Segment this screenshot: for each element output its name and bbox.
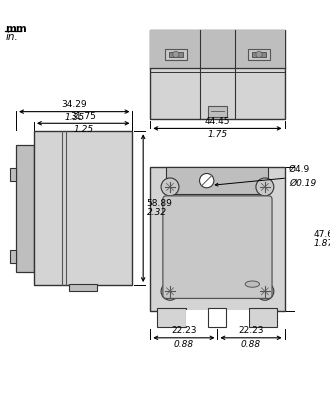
Circle shape (200, 174, 214, 188)
Bar (10, 250, 16, 263)
Circle shape (173, 51, 179, 58)
Bar (208, 106, 227, 117)
Text: Ø4.9: Ø4.9 (289, 164, 310, 174)
Text: 31.75: 31.75 (70, 112, 96, 120)
Bar (165, 49, 186, 60)
Bar (169, 52, 183, 57)
Text: 47.6: 47.6 (313, 230, 330, 239)
Text: Ø0.19: Ø0.19 (289, 179, 316, 188)
Ellipse shape (245, 281, 259, 287)
Text: 34.29: 34.29 (61, 100, 87, 109)
Bar (150, 167, 284, 311)
Circle shape (161, 282, 179, 300)
Text: in.: in. (5, 32, 18, 42)
FancyBboxPatch shape (163, 196, 272, 298)
Text: 22.23: 22.23 (238, 326, 264, 335)
Text: 0.88: 0.88 (174, 340, 194, 348)
Circle shape (161, 178, 179, 196)
Bar (10, 168, 16, 180)
Bar (69, 284, 97, 291)
Bar (209, 308, 226, 327)
Bar (150, 30, 284, 68)
Bar (16, 145, 34, 272)
Text: 1.87: 1.87 (313, 239, 330, 248)
Bar (249, 308, 278, 327)
Text: 1.35: 1.35 (64, 114, 84, 122)
Text: 44.45: 44.45 (205, 117, 230, 126)
Bar (166, 167, 268, 194)
Circle shape (256, 51, 262, 58)
Text: 58.89: 58.89 (147, 199, 173, 208)
Bar (248, 49, 270, 60)
Bar (186, 310, 249, 327)
Bar (34, 131, 132, 285)
Bar (150, 30, 284, 120)
Bar (252, 52, 266, 57)
Circle shape (256, 178, 274, 196)
Text: 1.25: 1.25 (73, 125, 93, 134)
Text: 0.88: 0.88 (241, 340, 261, 348)
Text: 1.75: 1.75 (207, 130, 227, 139)
Bar (157, 308, 186, 327)
Text: 2.32: 2.32 (147, 208, 167, 217)
Text: 22.23: 22.23 (171, 326, 197, 335)
Circle shape (256, 282, 274, 300)
Text: mm: mm (5, 24, 27, 34)
